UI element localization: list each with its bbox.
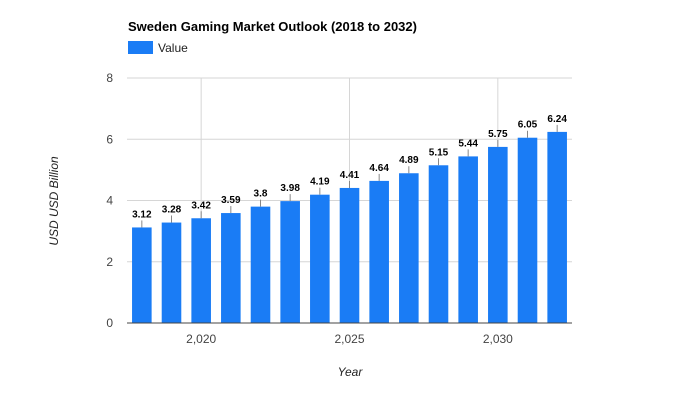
legend: Value (128, 41, 188, 55)
bars (132, 131, 567, 323)
data-label: 4.64 (369, 163, 389, 174)
data-label: 5.44 (458, 138, 478, 149)
data-label: 3.28 (162, 205, 182, 216)
bar (458, 156, 478, 323)
bar (488, 146, 508, 323)
data-labels: 3.12 3.28 3.42 3.59 3.8 3.98 4.19 4.41 4.64 4.89 5… (132, 114, 567, 228)
bar (428, 165, 449, 323)
data-label: 4.89 (399, 155, 419, 166)
axes: 0 2 4 6 8 2,020 2,025 2,030 (106, 71, 572, 346)
data-label: 3.12 (132, 209, 152, 220)
x-tick-label: 2,030 (483, 332, 513, 346)
bar (191, 218, 211, 323)
data-label: 4.19 (310, 177, 330, 188)
bar (132, 227, 152, 323)
data-label: 3.98 (280, 183, 300, 194)
legend-swatch (128, 41, 153, 54)
y-tick-label: 8 (106, 71, 113, 85)
data-label: 6.05 (518, 120, 538, 131)
data-label: 6.24 (547, 114, 567, 125)
y-tick-label: 6 (106, 132, 113, 146)
data-label: 3.42 (191, 200, 211, 211)
bar (280, 201, 300, 323)
y-tick-label: 4 (106, 194, 113, 208)
bar (339, 187, 360, 323)
data-label: 4.41 (340, 170, 360, 181)
bar (547, 131, 567, 323)
chart-title: Sweden Gaming Market Outlook (2018 to 20… (128, 19, 417, 34)
data-label: 5.15 (429, 147, 449, 158)
bar (369, 180, 389, 323)
y-tick-label: 0 (106, 316, 113, 330)
bar (310, 194, 330, 323)
legend-label: Value (158, 41, 188, 55)
bar (250, 206, 271, 323)
bar (399, 173, 419, 323)
y-tick-label: 2 (106, 255, 113, 269)
data-label: 3.8 (254, 189, 268, 200)
x-axis-title: Year (338, 365, 364, 379)
bar (161, 222, 182, 323)
y-axis-title: USD USD Billion (47, 156, 61, 246)
bar (221, 213, 241, 323)
x-tick-label: 2,025 (334, 332, 364, 346)
data-label: 5.75 (488, 129, 508, 140)
bar (517, 137, 538, 323)
x-tick-label: 2,020 (186, 332, 216, 346)
data-label: 3.59 (221, 195, 241, 206)
